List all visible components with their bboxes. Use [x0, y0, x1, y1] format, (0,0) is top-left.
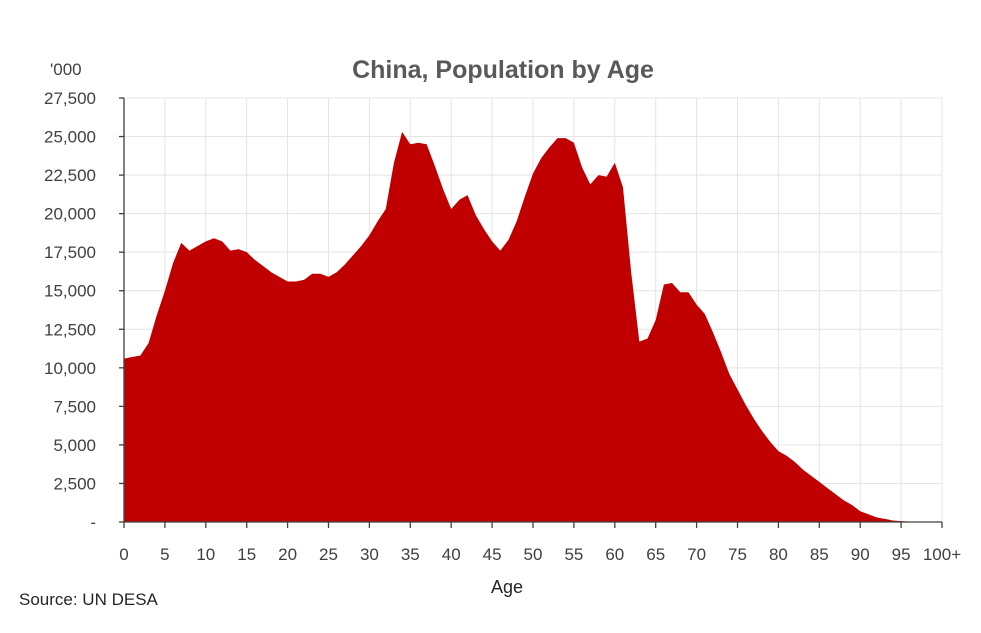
x-axis-tick-labels: 0 5 10 15 20 25 30 35 40 45 50 55 60 65 70 75 80 85 90 95 10… [119, 545, 961, 564]
y-axis-unit-label: '000 [50, 60, 82, 79]
x-tick-label: 15 [237, 545, 256, 564]
y-tick-label: 10,000 [44, 359, 96, 378]
x-tick-label: 20 [278, 545, 297, 564]
x-tick-label: 30 [360, 545, 379, 564]
x-tick-label: 35 [401, 545, 420, 564]
x-tick-label: 40 [442, 545, 461, 564]
x-tick-label: 50 [524, 545, 543, 564]
x-tick-label: 90 [851, 545, 870, 564]
y-tick-label: 27,500 [44, 89, 96, 108]
y-tick-label: 7,500 [53, 397, 96, 416]
y-tick-label: 5,000 [53, 436, 96, 455]
population-area [124, 131, 942, 523]
x-tick-label: 100+ [923, 545, 961, 564]
x-tick-label: 70 [687, 545, 706, 564]
x-tick-label: 85 [810, 545, 829, 564]
x-tick-label: 5 [160, 545, 169, 564]
y-tick-label: 17,500 [44, 243, 96, 262]
x-tick-label: 55 [564, 545, 583, 564]
x-tick-label: 95 [892, 545, 911, 564]
x-tick-label: 25 [319, 545, 338, 564]
y-tick-label: - [90, 513, 96, 532]
x-tick-label: 45 [483, 545, 502, 564]
chart-title: China, Population by Age [352, 56, 654, 84]
x-axis-label: Age [491, 577, 523, 597]
y-tick-label: 2,500 [53, 474, 96, 493]
x-tick-label: 60 [605, 545, 624, 564]
x-tick-label: 80 [769, 545, 788, 564]
axes [119, 97, 943, 528]
y-tick-label: 15,000 [44, 282, 96, 301]
source-note: Source: UN DESA [19, 590, 159, 609]
y-axis-tick-labels: - 2,500 5,000 7,500 10,000 12,500 15,000 17,500… [44, 89, 96, 532]
x-tick-label: 0 [119, 545, 128, 564]
y-tick-label: 12,500 [44, 320, 96, 339]
x-tick-label: 65 [646, 545, 665, 564]
y-tick-label: 22,500 [44, 166, 96, 185]
y-tick-label: 20,000 [44, 205, 96, 224]
y-tick-label: 25,000 [44, 128, 96, 147]
x-tick-label: 75 [728, 545, 747, 564]
x-tick-label: 10 [196, 545, 215, 564]
